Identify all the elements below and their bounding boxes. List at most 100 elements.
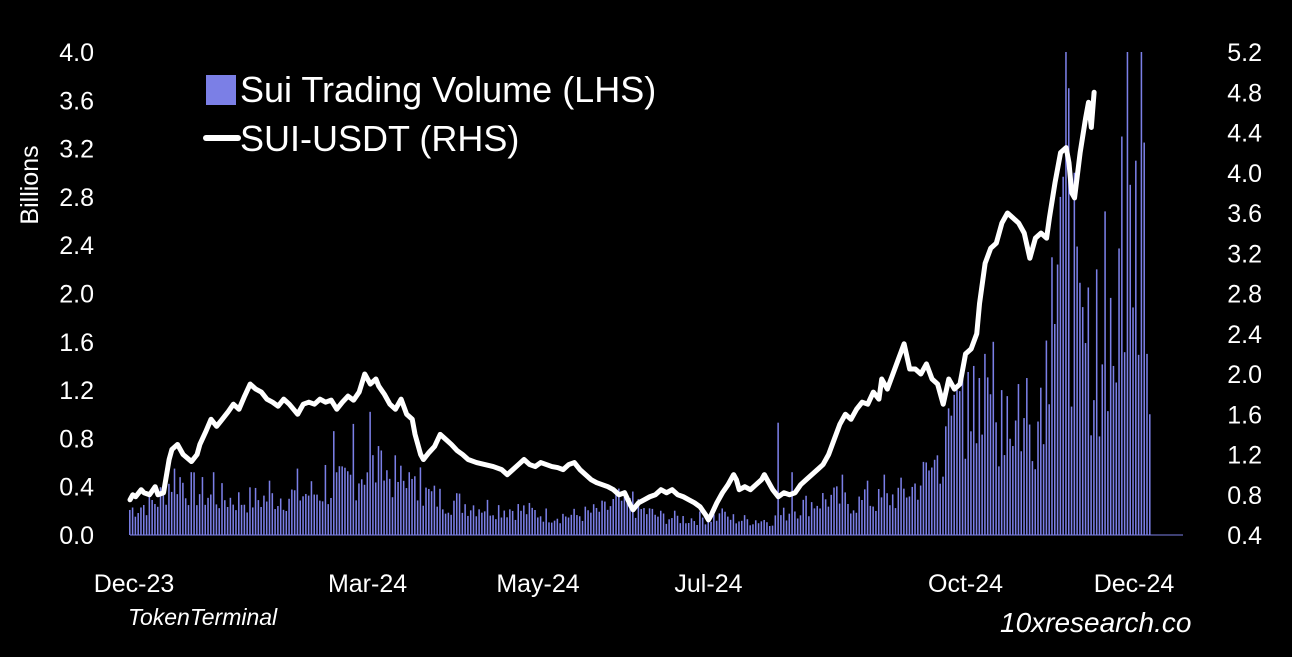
volume-bar xyxy=(198,494,201,535)
volume-bar xyxy=(933,459,936,535)
volume-bar xyxy=(967,371,969,535)
volume-bar xyxy=(411,478,413,535)
volume-bar xyxy=(525,514,528,535)
volume-bar xyxy=(346,471,349,535)
volume-bar xyxy=(472,505,475,535)
volume-bar xyxy=(886,493,888,535)
volume-bar xyxy=(768,526,771,535)
volume-bar xyxy=(212,472,215,535)
volume-bar xyxy=(416,500,419,535)
y-right-tick-10: 4.4 xyxy=(1227,120,1262,148)
volume-bar xyxy=(922,461,925,535)
volume-bar xyxy=(358,483,360,535)
volume-bar xyxy=(724,511,726,535)
y-left-tick-3: 1.2 xyxy=(59,377,94,405)
volume-bar xyxy=(942,476,944,535)
volume-bar xyxy=(1112,365,1115,535)
volume-bar xyxy=(324,464,327,535)
volume-bar xyxy=(422,505,424,535)
volume-bar xyxy=(321,501,324,535)
volume-bar xyxy=(869,505,872,535)
volume-bar xyxy=(277,506,279,535)
y-right-tick-7: 3.2 xyxy=(1227,240,1262,268)
volume-bar xyxy=(531,507,533,535)
y-left-tick-2: 0.8 xyxy=(59,425,94,453)
volume-bar xyxy=(296,468,299,535)
volume-bar xyxy=(945,426,947,535)
volume-bar xyxy=(497,505,500,535)
volume-bar xyxy=(201,477,204,535)
volume-bar xyxy=(637,499,640,535)
volume-bar xyxy=(947,408,950,535)
volume-bar xyxy=(430,491,433,535)
volume-bar xyxy=(483,511,486,535)
volume-bar xyxy=(254,487,257,535)
volume-bar xyxy=(235,510,237,535)
volume-bar xyxy=(545,508,547,535)
volume-bar xyxy=(1051,257,1053,535)
volume-bar xyxy=(511,510,514,535)
volume-bar xyxy=(1048,404,1050,535)
volume-bar xyxy=(1118,248,1120,535)
volume-bar xyxy=(137,513,139,535)
y-right-tick-8: 3.6 xyxy=(1227,200,1262,228)
y-left-tick-5: 2.0 xyxy=(59,281,94,309)
volume-bar xyxy=(897,487,900,535)
volume-bar xyxy=(738,521,740,535)
y-right-tick-9: 4.0 xyxy=(1227,160,1262,188)
volume-bar xyxy=(1031,461,1034,535)
volume-bar xyxy=(875,510,877,535)
legend-price-label: SUI-USDT (RHS) xyxy=(240,118,519,159)
volume-bar xyxy=(140,507,142,535)
volume-bar xyxy=(251,507,254,535)
volume-bar xyxy=(573,508,575,535)
volume-bar xyxy=(883,474,886,536)
volume-bar xyxy=(265,501,268,535)
volume-bar xyxy=(953,394,955,535)
volume-bar xyxy=(229,497,232,535)
volume-bar xyxy=(866,480,869,535)
volume-bar xyxy=(615,494,617,535)
volume-bar xyxy=(196,505,198,535)
volume-bar xyxy=(542,521,545,535)
volume-bar xyxy=(193,472,195,535)
volume-bar xyxy=(863,489,866,535)
volume-bar xyxy=(620,500,623,535)
volume-bar xyxy=(601,500,603,535)
volume-bar xyxy=(335,472,338,535)
volume-bar xyxy=(168,483,170,535)
volume-bar xyxy=(433,485,436,535)
volume-bar xyxy=(523,505,525,535)
legend: Sui Trading Volume (LHS) SUI-USDT (RHS) xyxy=(203,69,656,159)
volume-bar xyxy=(1146,353,1148,536)
volume-bar xyxy=(643,508,645,535)
volume-bar xyxy=(405,488,408,535)
volume-bar xyxy=(889,505,891,535)
volume-bar xyxy=(931,467,933,535)
volume-bar xyxy=(766,522,768,535)
volume-bar xyxy=(799,515,802,535)
volume-bar xyxy=(651,508,654,535)
volume-bar xyxy=(349,474,352,535)
volume-bar xyxy=(310,481,313,535)
volume-bar xyxy=(715,520,718,535)
volume-bar xyxy=(763,519,765,535)
volume-bar xyxy=(352,423,355,535)
volume-bar xyxy=(1042,444,1045,535)
volume-bar xyxy=(271,493,274,535)
volume-bar xyxy=(514,519,517,535)
y-left-tick-labels: 0.0 0.4 0.8 1.2 1.6 2.0 2.4 2.8 3.2 3.6 4.0 xyxy=(59,39,94,550)
volume-bar xyxy=(707,518,710,535)
volume-bar xyxy=(757,523,760,535)
volume-bar xyxy=(662,513,665,535)
y-left-tick-6: 2.4 xyxy=(59,232,94,260)
y-right-tick-12: 5.2 xyxy=(1227,39,1262,67)
volume-bar xyxy=(595,507,598,535)
volume-bar xyxy=(732,514,735,535)
volume-bar xyxy=(754,520,757,535)
volume-bar xyxy=(402,480,405,535)
volume-bar xyxy=(246,512,248,535)
volume-bars xyxy=(129,52,1151,536)
volume-bar xyxy=(486,499,489,535)
volume-bar xyxy=(685,523,687,535)
